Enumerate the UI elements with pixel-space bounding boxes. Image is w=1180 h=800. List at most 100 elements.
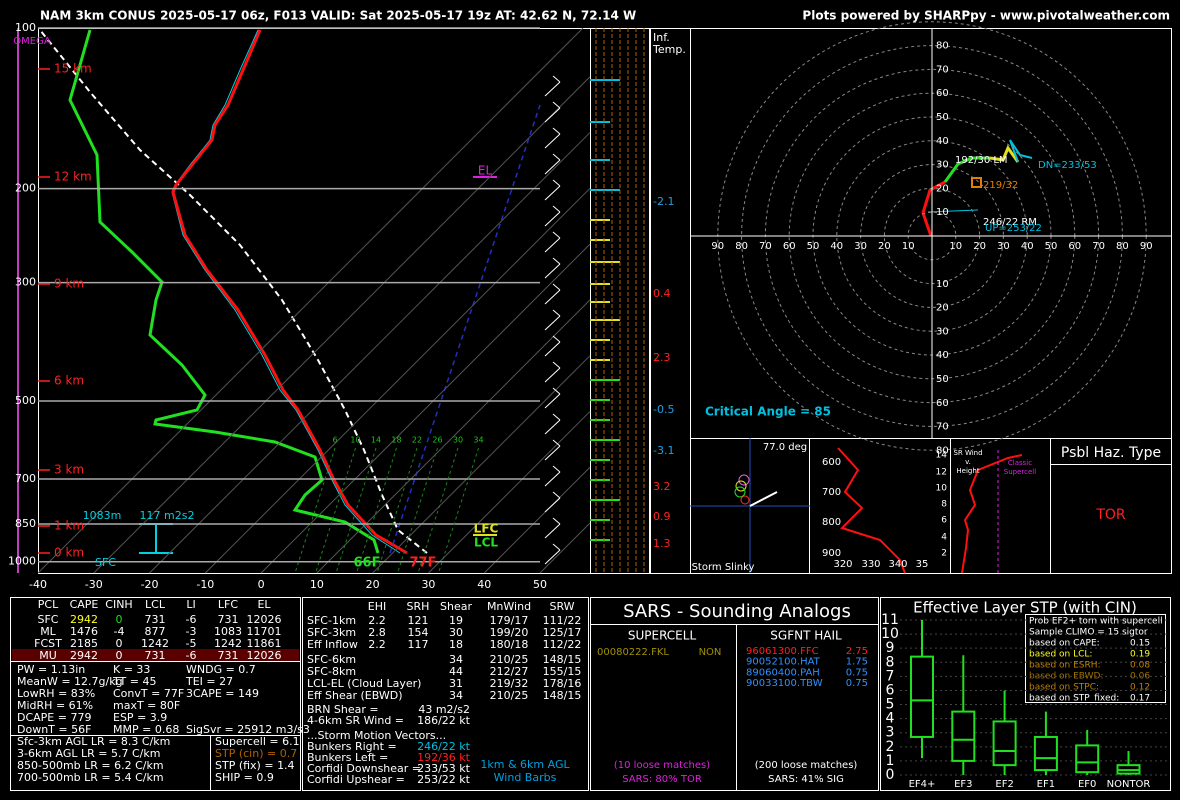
isotherm bbox=[204, 187, 591, 574]
label: 700 bbox=[822, 487, 841, 498]
sars-frame bbox=[590, 597, 879, 791]
wind-barb bbox=[552, 75, 561, 83]
label: -3.1 bbox=[653, 444, 674, 457]
x-tick-label: 0 bbox=[258, 578, 265, 591]
label: 0.08 bbox=[1130, 661, 1150, 671]
label: DN=233/53 bbox=[1038, 160, 1097, 171]
label: 11701 bbox=[247, 625, 282, 638]
label: DownT = 56F bbox=[17, 723, 91, 736]
label: 44 bbox=[449, 665, 463, 678]
label: 219/32 bbox=[490, 677, 529, 690]
mixing-ratio-label: 18 bbox=[391, 436, 401, 445]
mixing-ratio-line bbox=[438, 447, 479, 574]
label: EL bbox=[257, 598, 271, 611]
label: TT = 45 bbox=[112, 675, 156, 688]
label: K = 33 bbox=[113, 663, 150, 676]
hodo-x-label: 20 bbox=[878, 241, 891, 252]
wind-barb bbox=[552, 335, 561, 343]
label: 1.3 bbox=[653, 537, 671, 550]
label: SFC bbox=[95, 556, 116, 569]
pressure-label: 1000 bbox=[8, 555, 36, 568]
pressure-label: 850 bbox=[15, 517, 36, 530]
y-tick-label: 10 bbox=[881, 626, 899, 642]
label: DCAPE = 779 bbox=[17, 711, 91, 724]
label: 877 bbox=[145, 625, 166, 638]
label: ...Storm Motion Vectors... bbox=[307, 729, 446, 742]
label: 12026 bbox=[247, 649, 282, 662]
isotherm bbox=[149, 132, 591, 574]
label: 731 bbox=[218, 649, 239, 662]
isotherm bbox=[260, 243, 591, 574]
label: 90033100.TBW bbox=[746, 678, 823, 689]
label: 0.19 bbox=[1130, 650, 1150, 660]
wind-barb bbox=[544, 263, 561, 279]
hodo-x-label: 70 bbox=[759, 241, 772, 252]
wind-barb bbox=[552, 179, 561, 187]
label: 186/22 kt bbox=[417, 714, 471, 727]
label: 0.06 bbox=[1130, 672, 1150, 682]
label: maxT = 80F bbox=[113, 699, 180, 712]
label: Critical Angle = 85 bbox=[705, 405, 831, 419]
label: -6 bbox=[186, 613, 197, 626]
label: v. bbox=[965, 458, 971, 466]
kinematic-frame bbox=[302, 597, 589, 791]
label: 121 bbox=[408, 614, 429, 627]
label: 96061300.FFC bbox=[746, 646, 819, 657]
label: 34 bbox=[449, 653, 463, 666]
wind-barb bbox=[544, 237, 561, 253]
x-tick-label: EF3 bbox=[954, 779, 972, 790]
hodo-y-label: 50 bbox=[936, 112, 949, 123]
label: MeanW = 12.7g/kg bbox=[17, 675, 123, 688]
box bbox=[951, 710, 976, 762]
label: 1242 bbox=[141, 637, 169, 650]
label: UP=253/22 bbox=[985, 223, 1042, 234]
mixing-ratio-label: 34 bbox=[473, 436, 483, 445]
x-tick-label: -30 bbox=[85, 578, 103, 591]
mean-wind-marker bbox=[971, 177, 982, 188]
label: SARS: 41% SIG bbox=[768, 774, 844, 785]
label: -4 bbox=[114, 625, 125, 638]
label: LowRH = 83% bbox=[17, 687, 95, 700]
hodo-y-label: 40 bbox=[936, 350, 949, 361]
slinky-vector bbox=[749, 491, 778, 507]
label: 210/25 bbox=[490, 689, 529, 702]
label: 66F bbox=[354, 556, 381, 571]
mixing-ratio-label: 26 bbox=[432, 436, 442, 445]
label: -3 bbox=[186, 625, 197, 638]
x-tick-label: 50 bbox=[533, 578, 547, 591]
label: Effective Layer STP (with CIN) bbox=[913, 599, 1137, 617]
height-label: 6 km bbox=[54, 374, 84, 388]
label: 30 bbox=[449, 626, 463, 639]
wind-barb bbox=[552, 127, 561, 135]
label: 233/53 kt bbox=[417, 762, 471, 775]
label: 1083 bbox=[214, 625, 242, 638]
label: Supercell = 6.1 bbox=[215, 735, 300, 748]
label: 700-500mb LR = 5.4 C/km bbox=[17, 771, 164, 784]
label: 253/22 kt bbox=[417, 773, 471, 786]
wind-barb bbox=[544, 185, 561, 201]
dewpoint-trace bbox=[68, 29, 380, 554]
label: 3-6km AGL LR = 5.7 C/km bbox=[17, 747, 160, 760]
label: -5 bbox=[186, 637, 197, 650]
label: SARS: 80% TOR bbox=[622, 774, 702, 785]
label: 90052100.HAT bbox=[746, 657, 821, 668]
wind-barb bbox=[544, 549, 561, 565]
hodo-x-label: 60 bbox=[783, 241, 796, 252]
hodo-y-label: 70 bbox=[936, 422, 949, 433]
label: 210/25 bbox=[490, 653, 529, 666]
label: 192/36 kt bbox=[417, 751, 471, 764]
label: 0.15 bbox=[1130, 639, 1150, 649]
isotherm bbox=[93, 76, 591, 574]
label: ESP = 3.9 bbox=[113, 711, 167, 724]
hodo-y-label: 80 bbox=[936, 41, 949, 52]
label: 850-500mb LR = 6.2 C/km bbox=[17, 759, 164, 772]
row-highlight bbox=[12, 649, 299, 661]
x-tick-label: EF1 bbox=[1037, 779, 1055, 790]
label: TEI = 27 bbox=[185, 675, 233, 688]
slinky-circle bbox=[734, 486, 746, 498]
label: TOR bbox=[1095, 507, 1126, 523]
label: 154 bbox=[408, 626, 429, 639]
label: 4 bbox=[941, 533, 947, 543]
y-tick-label: 11 bbox=[881, 612, 899, 628]
mixing-ratio-line bbox=[417, 447, 459, 574]
